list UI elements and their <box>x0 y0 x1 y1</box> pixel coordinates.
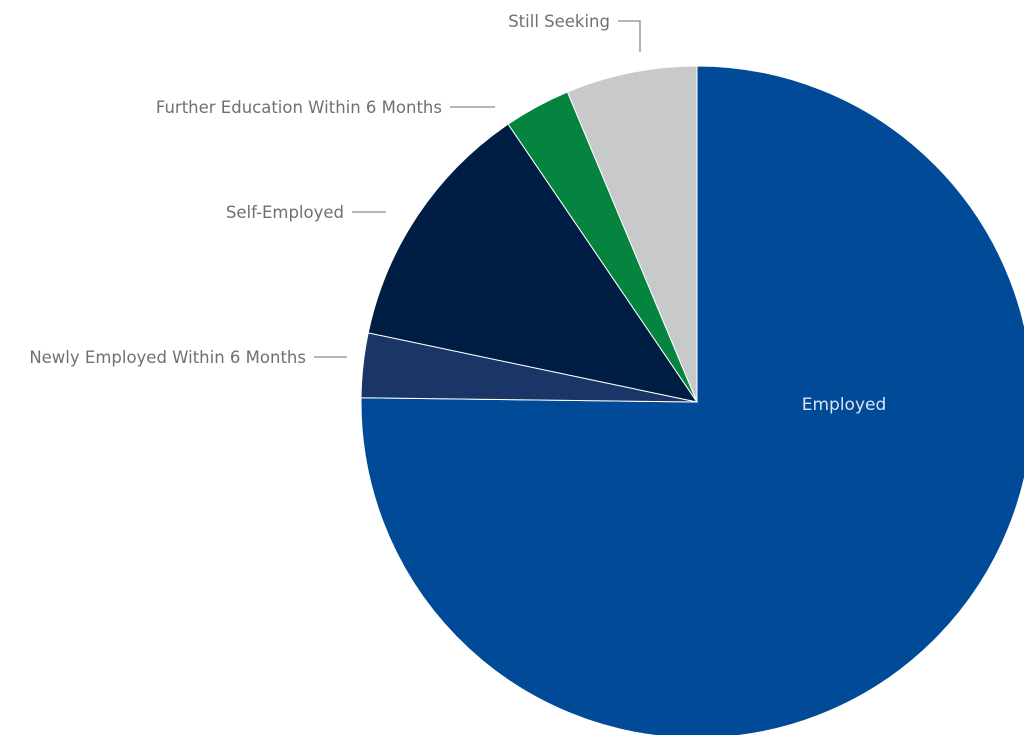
slice-label-further-education: Further Education Within 6 Months <box>156 98 442 117</box>
pie-slice-employed <box>360 65 1024 735</box>
slice-label-self-employed: Self-Employed <box>226 203 344 222</box>
leader-lines-layer <box>314 20 641 358</box>
leader-line-still-seeking <box>618 20 641 52</box>
pie-slice-self-employed <box>367 123 699 403</box>
slice-label-employed: Employed <box>802 395 887 415</box>
slice-label-still-seeking: Still Seeking <box>508 12 610 31</box>
slice-label-newly-employed: Newly Employed Within 6 Months <box>29 348 306 367</box>
slices-layer <box>360 65 1024 735</box>
labels-layer: Employed Newly Employed Within 6 Months … <box>29 12 886 415</box>
pie-slice-still-seeking <box>566 65 698 403</box>
